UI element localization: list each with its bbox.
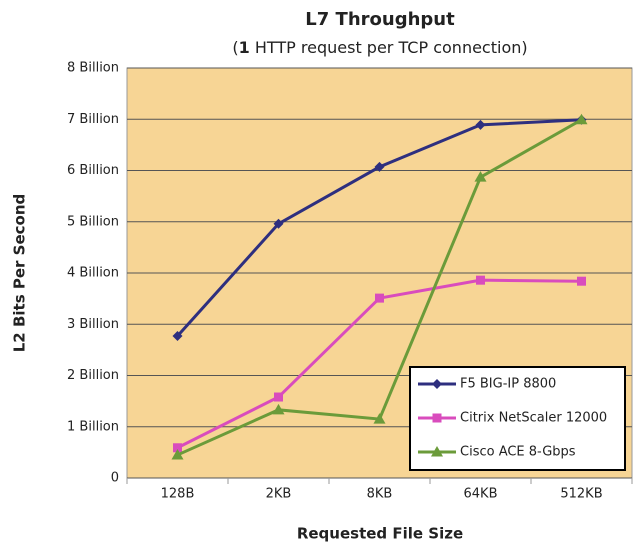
marker <box>373 413 386 424</box>
subtitle-part: 1 <box>239 38 250 57</box>
x-axis-label: Requested File Size <box>297 525 463 543</box>
x-tick-label: 2KB <box>266 487 292 502</box>
y-tick-label: 3 Billion <box>67 317 119 332</box>
marker <box>577 276 586 286</box>
marker <box>274 392 283 402</box>
y-tick-label: 1 Billion <box>67 419 119 434</box>
marker <box>273 218 284 229</box>
legend-label: Cisco ACE 8-Gbps <box>460 445 576 460</box>
chart-subtitle: (1 HTTP request per TCP connection) <box>232 38 527 57</box>
marker <box>171 448 184 460</box>
y-axis-label: L2 Bits Per Second <box>11 194 29 353</box>
y-tick-label: 2 Billion <box>67 368 119 383</box>
marker <box>432 413 442 423</box>
x-tick-label: 128B <box>161 487 195 502</box>
marker <box>172 331 183 342</box>
y-tick-label: 7 Billion <box>67 112 119 127</box>
legend-label: F5 BIG-IP 8800 <box>460 377 556 392</box>
marker <box>173 443 182 453</box>
marker <box>431 446 443 457</box>
legend-label: Citrix NetScaler 12000 <box>460 411 607 426</box>
marker <box>432 379 442 389</box>
y-tick-label: 4 Billion <box>67 266 119 281</box>
y-tick-label: 0 <box>111 471 119 486</box>
x-tick-label: 512KB <box>560 487 602 502</box>
x-tick-label: 64KB <box>464 487 498 502</box>
marker <box>375 293 384 303</box>
marker <box>575 113 588 125</box>
subtitle-part: ( <box>232 38 238 57</box>
y-tick-label: 5 Billion <box>67 214 119 229</box>
x-tick-label: 8KB <box>367 487 393 502</box>
marker <box>476 275 485 285</box>
y-tick-label: 8 Billion <box>67 61 119 76</box>
y-tick-label: 6 Billion <box>67 163 119 178</box>
marker <box>374 161 385 172</box>
subtitle-part: HTTP request per TCP connection) <box>250 38 528 57</box>
marker <box>474 171 487 182</box>
chart-title: L7 Throughput <box>305 9 455 30</box>
marker <box>475 119 486 130</box>
marker <box>272 403 285 415</box>
